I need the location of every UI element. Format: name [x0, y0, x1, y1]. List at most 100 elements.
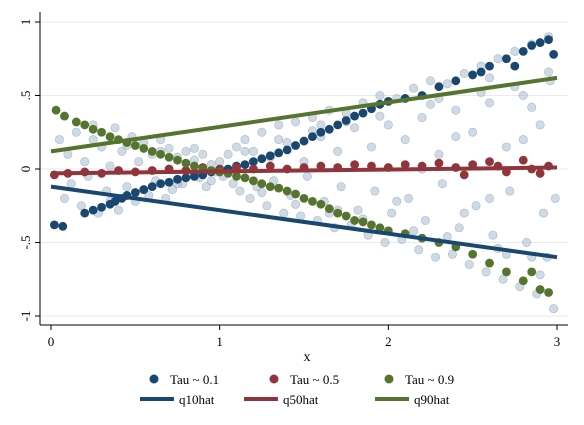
background-point	[544, 67, 554, 77]
background-point	[240, 135, 250, 145]
background-point	[505, 186, 515, 196]
background-point	[549, 304, 559, 314]
point-tau-0-5	[535, 169, 545, 178]
point-tau-0-9	[350, 216, 359, 225]
point-tau-0-9	[97, 127, 106, 137]
legend-marker-tau-0-1	[149, 374, 159, 384]
background-point	[375, 111, 385, 121]
background-point	[404, 193, 414, 203]
background-point	[498, 274, 508, 284]
legend-marker-tau-0-9	[384, 374, 394, 384]
background-point	[122, 182, 132, 192]
background-point	[316, 120, 326, 130]
background-point	[434, 149, 444, 159]
background-point	[459, 208, 469, 218]
point-tau-0-9	[156, 149, 166, 159]
point-tau-0-5	[265, 161, 275, 171]
point-tau-0-1	[502, 54, 511, 64]
legend-label-tau-0-9: Tau ~ 0.9	[405, 372, 454, 387]
background-point	[333, 146, 343, 156]
point-tau-0-9	[527, 267, 537, 277]
legend-label-q50hat: q50hat	[283, 392, 319, 407]
x-tick-label: 3	[554, 334, 561, 349]
axes: -1 -.5 0 .5 1 0 1 2 3	[18, 12, 568, 349]
background-point	[105, 161, 115, 171]
point-tau-0-1	[518, 47, 528, 56]
point-tau-0-1	[88, 205, 98, 215]
background-point	[409, 83, 419, 93]
point-tau-0-1	[324, 124, 334, 134]
point-tau-0-1	[240, 160, 250, 169]
point-tau-0-1	[468, 70, 478, 80]
background-point	[380, 238, 390, 248]
point-tau-0-1	[549, 49, 559, 59]
background-point	[451, 132, 461, 142]
background-point	[518, 91, 528, 101]
point-tau-0-1	[299, 136, 309, 146]
background-point	[471, 201, 481, 211]
point-tau-0-1	[535, 38, 545, 47]
legend-label-q90hat: q90hat	[414, 392, 450, 407]
point-tau-0-9	[341, 211, 351, 221]
background-point	[66, 179, 76, 189]
y-tick-label: -.5	[18, 235, 33, 249]
legend: Tau ~ 0.1 Tau ~ 0.5 Tau ~ 0.9 q10hat q50hat q…	[140, 372, 454, 407]
background-point	[459, 68, 469, 78]
background-point	[481, 267, 491, 277]
x-axis-title: x	[304, 350, 311, 365]
background-point	[235, 186, 245, 196]
background-point	[366, 142, 376, 152]
point-tau-0-1	[476, 67, 486, 77]
point-tau-0-1	[189, 171, 199, 181]
point-tau-0-9	[485, 258, 494, 268]
point-tau-0-1	[58, 221, 68, 231]
point-tau-0-1	[316, 127, 326, 137]
point-tau-0-9	[164, 152, 174, 162]
background-point	[291, 199, 301, 209]
background-point	[400, 135, 410, 145]
background-point	[493, 54, 503, 64]
point-tau-0-1	[341, 116, 351, 125]
point-tau-0-1	[527, 41, 537, 50]
background-point	[464, 260, 474, 270]
background-point	[420, 215, 430, 225]
point-tau-0-1	[544, 35, 553, 45]
point-tau-0-9	[80, 120, 90, 130]
point-tau-0-1	[291, 141, 300, 150]
point-tau-0-1	[451, 76, 461, 86]
line-q10hat	[50, 184, 558, 260]
background-point	[535, 270, 545, 280]
background-point	[228, 179, 238, 189]
point-tau-0-9	[130, 141, 140, 150]
point-tau-0-9	[173, 155, 182, 165]
background-point	[437, 179, 447, 189]
point-tau-0-1	[358, 108, 368, 118]
background-point	[409, 226, 419, 236]
background-point	[113, 205, 123, 215]
background-point	[80, 157, 90, 167]
point-tau-0-9	[282, 186, 292, 196]
point-tau-0-5	[400, 160, 410, 169]
background-point	[167, 185, 177, 195]
point-tau-0-5	[485, 157, 494, 167]
point-tau-0-9	[308, 196, 317, 206]
background-point	[431, 252, 441, 262]
background-point	[414, 245, 424, 255]
background-point	[88, 135, 98, 145]
background-point	[206, 176, 216, 186]
background-point	[296, 211, 306, 221]
point-tau-0-1	[164, 177, 174, 187]
point-tau-0-1	[97, 202, 106, 212]
point-tau-0-9	[249, 176, 258, 186]
background-point	[510, 46, 520, 56]
background-point	[257, 127, 267, 137]
background-point	[375, 91, 385, 101]
background-point	[291, 117, 301, 127]
legend-label-q10hat: q10hat	[179, 392, 215, 407]
point-tau-0-9	[333, 208, 343, 218]
background-point	[488, 230, 498, 240]
background-point	[535, 120, 545, 130]
background-point	[442, 79, 452, 89]
point-tau-0-1	[510, 61, 520, 71]
